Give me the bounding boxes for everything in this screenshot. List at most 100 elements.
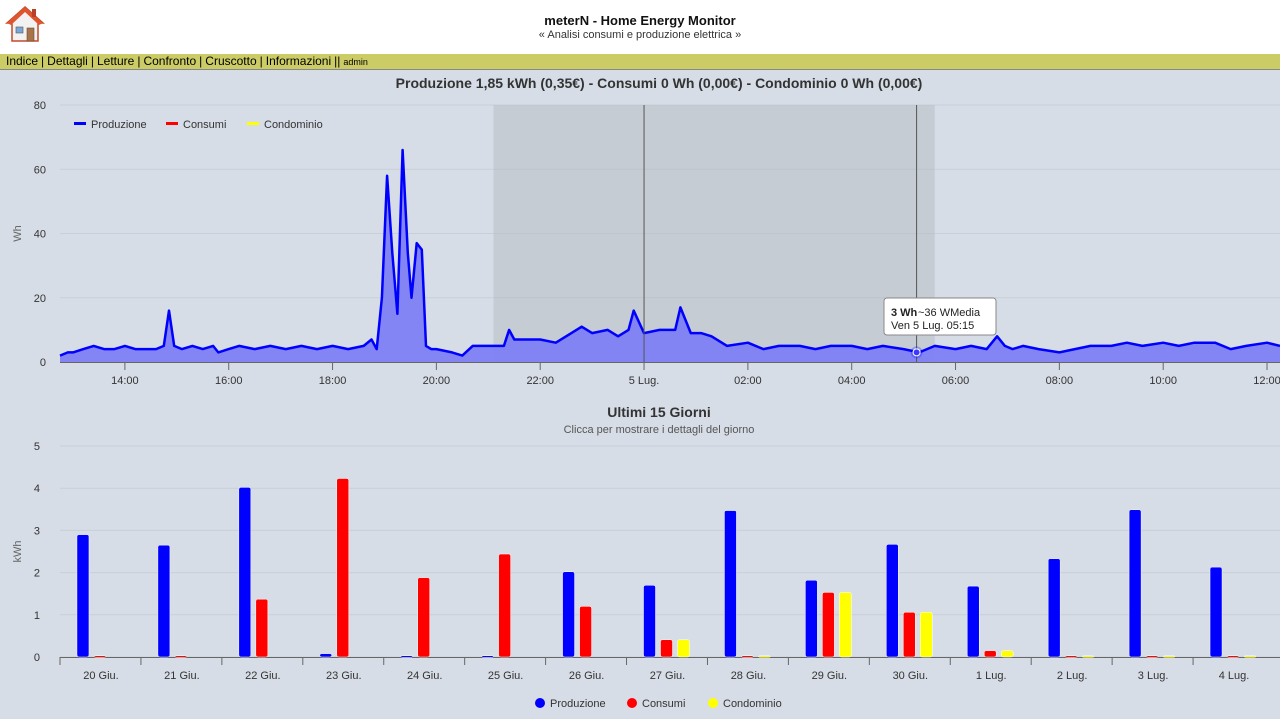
x-tick-label: 5 Lug.	[629, 375, 660, 387]
bar-consumi[interactable]	[255, 598, 269, 658]
bar-condominio[interactable]	[1243, 655, 1257, 658]
bar-consumi[interactable]	[1064, 655, 1078, 658]
y-tick-label: 0	[34, 652, 40, 664]
bar-condominio[interactable]	[758, 655, 771, 658]
bar-produzione[interactable]	[481, 655, 494, 658]
bar-consumi[interactable]	[174, 655, 188, 658]
x-tick-label[interactable]: 3 Lug.	[1138, 670, 1169, 682]
house-icon[interactable]	[5, 4, 45, 44]
bar-consumi[interactable]	[1145, 655, 1159, 658]
bar-consumi[interactable]	[579, 606, 592, 658]
x-tick-label[interactable]: 27 Giu.	[650, 670, 685, 682]
nav-item-cruscotto[interactable]: Cruscotto	[205, 54, 257, 68]
nav-item-dettagli[interactable]: Dettagli	[47, 54, 88, 68]
bar-produzione[interactable]	[966, 585, 980, 658]
legend-swatch[interactable]	[247, 122, 259, 125]
x-tick-label[interactable]: 20 Giu.	[83, 670, 118, 682]
legend-label[interactable]: Consumi	[642, 698, 685, 710]
legend-label[interactable]: Condominio	[723, 698, 782, 710]
x-tick-label[interactable]: 24 Giu.	[407, 670, 442, 682]
nav-item-letture[interactable]: Letture	[96, 54, 135, 68]
x-tick-label[interactable]: 1 Lug.	[976, 670, 1007, 682]
bar-produzione[interactable]	[319, 653, 333, 658]
x-tick-label[interactable]: 29 Giu.	[812, 670, 847, 682]
legend-label[interactable]: Produzione	[91, 119, 147, 131]
nav-separator: |	[41, 54, 45, 68]
x-tick-label: 18:00	[319, 375, 347, 387]
chart-title: Ultimi 15 Giorni	[607, 404, 710, 420]
x-tick-label[interactable]: 2 Lug.	[1057, 670, 1088, 682]
legend-marker[interactable]	[627, 698, 637, 708]
bar-produzione[interactable]	[76, 534, 90, 658]
legend-marker[interactable]	[708, 698, 718, 708]
legend-marker[interactable]	[535, 698, 545, 708]
x-tick-label: 22:00	[526, 375, 554, 387]
bar-produzione[interactable]	[886, 544, 899, 658]
chart-title: Produzione 1,85 kWh (0,35€) - Consumi 0 …	[396, 75, 923, 91]
nav-bar: Indice | Dettagli | Letture | Confronto | Crusco…	[0, 54, 1280, 70]
y-tick-label: 3	[34, 525, 40, 537]
bar-consumi[interactable]	[983, 650, 997, 658]
bar-condominio[interactable]	[839, 592, 852, 658]
x-tick-label: 02:00	[734, 375, 762, 387]
bar-condominio[interactable]	[920, 612, 933, 658]
bar-condominio[interactable]	[677, 639, 690, 658]
x-tick-label[interactable]: 28 Giu.	[731, 670, 766, 682]
legend-swatch[interactable]	[74, 122, 86, 125]
nav-user[interactable]: admin	[343, 57, 368, 67]
y-tick-label: 4	[34, 483, 40, 495]
nav-item-confronto[interactable]: Confronto	[143, 54, 197, 68]
x-tick-label[interactable]: 25 Giu.	[488, 670, 523, 682]
legend-label[interactable]: Produzione	[550, 698, 606, 710]
bar-consumi[interactable]	[417, 577, 430, 658]
x-tick-label[interactable]: 21 Giu.	[164, 670, 199, 682]
nav-item-informazioni[interactable]: Informazioni	[265, 54, 332, 68]
bar-produzione[interactable]	[724, 510, 737, 658]
bar-consumi[interactable]	[1226, 655, 1240, 658]
legend-swatch[interactable]	[166, 122, 178, 125]
x-tick-label[interactable]: 4 Lug.	[1219, 670, 1250, 682]
x-tick-label[interactable]: 26 Giu.	[569, 670, 604, 682]
y-tick-label: 0	[40, 357, 46, 369]
y-axis-label: Wh	[12, 225, 24, 242]
bar-condominio[interactable]	[1162, 655, 1176, 658]
bar-produzione[interactable]	[643, 585, 656, 658]
y-tick-label: 60	[34, 164, 46, 176]
bar-produzione[interactable]	[1047, 558, 1061, 658]
nav-separator: |	[137, 54, 141, 68]
app-title: meterN - Home Energy Monitor	[544, 13, 736, 28]
bar-produzione[interactable]	[1128, 509, 1142, 658]
bar-consumi[interactable]	[93, 655, 107, 658]
bar-consumi[interactable]	[660, 639, 673, 658]
nav-separator: |	[259, 54, 263, 68]
nav-separator: |	[90, 54, 94, 68]
bar-produzione[interactable]	[562, 571, 575, 658]
bar-condominio[interactable]	[1081, 655, 1095, 658]
bar-produzione[interactable]	[157, 544, 171, 658]
selection-band[interactable]	[493, 105, 935, 362]
bar-consumi[interactable]	[498, 553, 511, 658]
x-tick-label[interactable]: 30 Giu.	[893, 670, 928, 682]
tooltip-box	[883, 297, 997, 336]
bar-consumi[interactable]	[336, 478, 350, 658]
y-tick-label: 5	[34, 441, 40, 453]
nav-double-separator: ||	[334, 54, 341, 68]
produzione-line	[59, 148, 1280, 357]
bar-produzione[interactable]	[238, 487, 252, 658]
bar-condominio[interactable]	[1000, 650, 1014, 658]
x-tick-label: 08:00	[1046, 375, 1074, 387]
bar-produzione[interactable]	[805, 579, 818, 658]
bar-consumi[interactable]	[741, 655, 754, 658]
bar-produzione[interactable]	[1209, 566, 1223, 658]
x-tick-label[interactable]: 22 Giu.	[245, 670, 280, 682]
x-tick-label[interactable]: 23 Giu.	[326, 670, 361, 682]
nav-item-indice[interactable]: Indice	[6, 54, 39, 68]
legend-label[interactable]: Condominio	[264, 119, 323, 131]
bar-consumi[interactable]	[822, 592, 835, 658]
bar-consumi[interactable]	[903, 612, 916, 658]
x-tick-label: 12:00	[1253, 375, 1280, 387]
legend-label[interactable]: Consumi	[183, 119, 226, 131]
chart-subtitle: Clicca per mostrare i dettagli del giorn…	[564, 424, 755, 436]
bar-produzione[interactable]	[400, 655, 413, 658]
